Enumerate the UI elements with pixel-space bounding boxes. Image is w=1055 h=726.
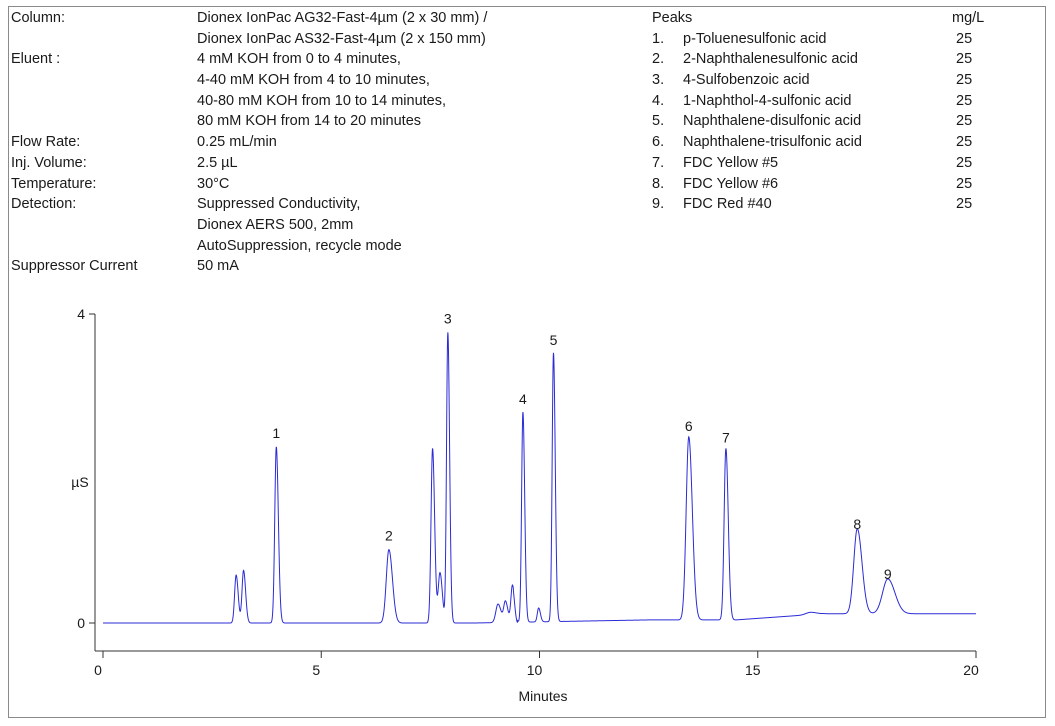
- peak-name: FDC Yellow #5: [683, 154, 779, 171]
- peak-num: 7.: [652, 154, 665, 171]
- peaks-table-header: Peaks: [652, 10, 693, 26]
- peak-label: 8: [853, 516, 861, 532]
- condition-label: Inj. Volume:: [11, 154, 87, 171]
- peak-label: 4: [519, 391, 527, 407]
- chromatogram-trace: [103, 332, 976, 624]
- condition-value: 50 mA: [197, 258, 239, 275]
- peak-conc: 25: [956, 113, 973, 130]
- peak-conc: 25: [956, 154, 973, 171]
- peak-name: FDC Red #40: [683, 196, 772, 213]
- condition-value: Suppressed Conductivity,: [197, 196, 361, 213]
- peak-conc: 25: [956, 72, 973, 89]
- peak-label: 1: [272, 425, 280, 441]
- conditions-values: Dionex IonPac AG32-Fast-4µm (2 x 30 mm) …: [197, 8, 487, 277]
- peak-labels: 1 2 3 4 5 6 7 8 9: [272, 311, 892, 583]
- condition-label: Detection:: [11, 196, 77, 213]
- x-axis-label: Minutes: [518, 688, 567, 704]
- y-tick-label: 4: [77, 306, 85, 322]
- peak-label: 6: [685, 418, 693, 434]
- peak-row: 1. p-Toluenesulfonic acid 25: [652, 29, 992, 50]
- x-tick-label: 20: [963, 662, 979, 678]
- peak-label: 7: [722, 430, 730, 446]
- condition-value: 2.5 µL: [197, 154, 238, 171]
- x-tick-label: 5: [312, 662, 320, 678]
- peak-num: 5.: [652, 113, 665, 130]
- peak-num: 1.: [652, 30, 665, 47]
- peak-num: 4.: [652, 92, 665, 109]
- condition-label: Suppressor Current: [11, 258, 138, 275]
- peak-row: 9. FDC Red #40 25: [652, 194, 992, 215]
- peak-num: 3.: [652, 72, 665, 89]
- peak-row: 3. 4-Sulfobenzoic acid 25: [652, 70, 992, 91]
- peak-num: 9.: [652, 196, 665, 213]
- peak-row: 4. 1-Naphthol-4-sulfonic acid 25: [652, 91, 992, 112]
- condition-value: Dionex IonPac AG32-Fast-4µm (2 x 30 mm) …: [197, 10, 488, 26]
- peak-row: 8. FDC Yellow #6 25: [652, 174, 992, 195]
- condition-label: Flow Rate:: [11, 134, 81, 151]
- peak-name: Naphthalene-trisulfonic acid: [683, 134, 862, 151]
- y-axis-label: µS: [71, 474, 88, 490]
- peak-name: p-Toluenesulfonic acid: [683, 30, 827, 47]
- peaks-table-unit: mg/L: [952, 10, 985, 26]
- condition-label: Temperature:: [11, 175, 97, 192]
- peak-num: 2.: [652, 51, 665, 68]
- peak-conc: 25: [956, 30, 973, 47]
- peak-label: 9: [884, 566, 892, 582]
- peak-conc: 25: [956, 175, 973, 192]
- peak-row: 2. 2-Naphthalenesulfonic acid 25: [652, 49, 992, 70]
- condition-value: Dionex AERS 500, 2mm: [197, 216, 354, 233]
- x-tick-label: 10: [527, 662, 543, 678]
- peak-label: 2: [385, 528, 393, 544]
- condition-value: 0.25 mL/min: [197, 134, 277, 151]
- condition-value: 80 mM KOH from 14 to 20 minutes: [197, 113, 422, 130]
- chart-axes: 040 5 10 15 20: [77, 306, 979, 678]
- condition-value: AutoSuppression, recycle mode: [197, 237, 402, 254]
- condition-label: Column:: [11, 10, 65, 26]
- peak-name: FDC Yellow #6: [683, 175, 779, 192]
- peak-name: 4-Sulfobenzoic acid: [683, 72, 810, 89]
- condition-value: 4 mM KOH from 0 to 4 minutes,: [197, 51, 401, 68]
- peaks-table: Peaks mg/L 1. p-Toluenesulfonic acid 25 2. 2…: [652, 8, 992, 215]
- condition-value: 4-40 mM KOH from 4 to 10 minutes,: [197, 72, 430, 89]
- peak-conc: 25: [956, 134, 973, 151]
- peak-num: 8.: [652, 175, 665, 192]
- x-tick-label: 15: [745, 662, 761, 678]
- peak-name: Naphthalene-disulfonic acid: [683, 113, 862, 130]
- peak-row: 6. Naphthalene-trisulfonic acid 25: [652, 132, 992, 153]
- peak-label: 5: [550, 332, 558, 348]
- peak-num: 6.: [652, 134, 665, 151]
- peak-conc: 25: [956, 51, 973, 68]
- peak-conc: 25: [956, 196, 973, 213]
- peak-name: 2-Naphthalenesulfonic acid: [683, 51, 858, 68]
- condition-label: Eluent :: [11, 51, 61, 68]
- peak-row: 5. Naphthalene-disulfonic acid 25: [652, 111, 992, 132]
- peak-row: 7. FDC Yellow #5 25: [652, 153, 992, 174]
- peak-conc: 25: [956, 92, 973, 109]
- conditions-labels: Column: Eluent : Flow Rate: Inj. Volume: Tem…: [11, 8, 138, 277]
- y-tick-label: 0: [77, 615, 85, 631]
- condition-value: Dionex IonPac AS32-Fast-4µm (2 x 150 mm): [197, 30, 486, 47]
- condition-value: 30°C: [197, 175, 230, 192]
- x-tick-label: 0: [94, 662, 102, 678]
- peak-name: 1-Naphthol-4-sulfonic acid: [683, 92, 852, 109]
- peak-label: 3: [444, 311, 452, 327]
- condition-value: 40-80 mM KOH from 10 to 14 minutes,: [197, 92, 447, 109]
